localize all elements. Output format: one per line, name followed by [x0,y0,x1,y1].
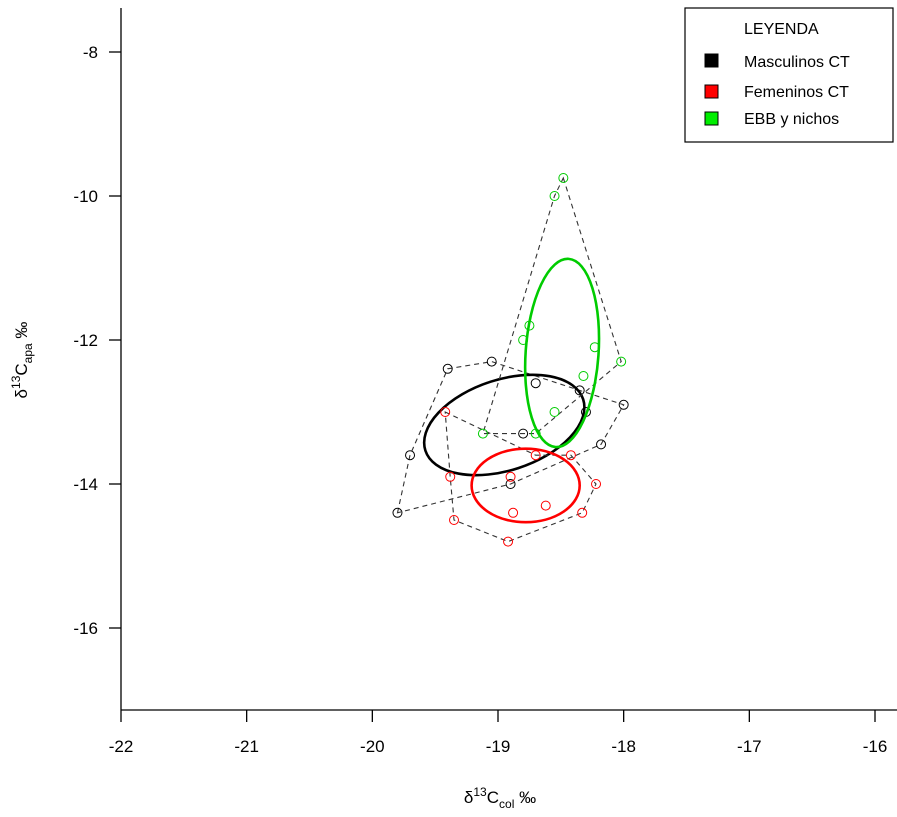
legend-label-masculinos: Masculinos CT [744,54,850,71]
y-axis-title-sup: 13 [9,375,23,389]
data-point-ebb-y-nichos [558,173,569,183]
data-point-femeninos-ct [449,515,460,525]
legend: LEYENDA Masculinos CT Femeninos CT EBB y… [684,7,894,143]
data-point-ebb-y-nichos [549,191,560,201]
y-tick-label: -8 [83,43,98,62]
y-tick-label: -14 [73,475,98,494]
hull-ebb-y-nichos [482,176,622,435]
data-point-masculinos-ct [596,439,607,450]
data-point-femeninos-ct [577,507,588,518]
data-point-masculinos-ct [618,399,629,410]
y-tick-label: -16 [73,619,98,638]
data-point-ebb-y-nichos [549,407,560,417]
data-point-femeninos-ct [530,450,541,461]
x-tick-label: -16 [863,737,888,756]
data-point-masculinos-ct [442,363,453,374]
data-point-femeninos-ct [503,536,514,547]
x-ticks: -22 -21 -20 -19 -18 -17 -16 [109,710,888,756]
data-point-masculinos-ct [392,507,403,518]
series-femeninos-ct [440,407,602,547]
data-point-ebb-y-nichos [616,356,627,367]
series-masculinos-ct [392,356,629,518]
legend-label-femeninos: Femeninos CT [744,84,849,101]
hull-masculinos-ct [396,361,625,514]
data-point-femeninos-ct [565,450,576,461]
data-point-femeninos-ct [440,407,451,417]
data-point-femeninos-ct [505,471,516,482]
x-tick-label: -21 [234,737,259,756]
y-axis-title-suffix: ‰ [12,322,31,344]
legend-title: LEYENDA [744,21,819,38]
data-point-ebb-y-nichos [578,371,589,381]
y-tick-label: -12 [73,331,98,350]
data-point-masculinos-ct [518,428,529,439]
data-point-femeninos-ct [445,471,456,482]
data-point-femeninos-ct [508,507,519,518]
legend-box [684,7,894,143]
x-axis-title-sub: col [499,797,514,811]
data-point-masculinos-ct [486,356,497,367]
hull-femeninos-ct [444,411,597,543]
x-tick-label: -19 [486,737,511,756]
legend-swatch-masculinos [704,53,719,68]
y-axis-title-sub: apa [21,343,35,363]
data-point-masculinos-ct [505,479,516,489]
y-axis-title: δ13Capa ‰ [9,322,35,399]
data-point-masculinos-ct [530,378,541,389]
x-tick-label: -18 [611,737,636,756]
ellipse-femeninos-ct [470,447,581,524]
y-ticks: -8 -10 -12 -14 -16 [73,43,121,638]
y-axis-title-prefix: δ [12,389,31,398]
x-axis-title: δ13Ccol ‰ [464,785,536,811]
x-axis-title-suffix: ‰ [514,788,536,807]
data-point-femeninos-ct [591,479,602,489]
x-axis-title-prefix: δ [464,788,473,807]
data-point-masculinos-ct [405,450,416,461]
y-axis-title-main: C [12,363,31,375]
series-ebb-y-nichos [477,173,627,449]
plot-area [392,173,629,547]
x-tick-label: -17 [737,737,762,756]
legend-swatch-ebb [704,111,719,126]
data-point-masculinos-ct [574,385,585,396]
legend-swatch-femeninos [704,84,719,99]
legend-label-ebb: EBB y nichos [744,111,839,128]
data-point-ebb-y-nichos [477,428,488,439]
data-point-femeninos-ct [540,500,551,511]
x-axis-title-sup: 13 [473,785,487,799]
ellipse-masculinos-ct [422,373,586,477]
x-axis-title-main: C [487,788,499,807]
y-tick-label: -10 [73,187,98,206]
ellipse-ebb-y-nichos [523,257,601,449]
x-tick-label: -22 [109,737,134,756]
x-tick-label: -20 [360,737,385,756]
